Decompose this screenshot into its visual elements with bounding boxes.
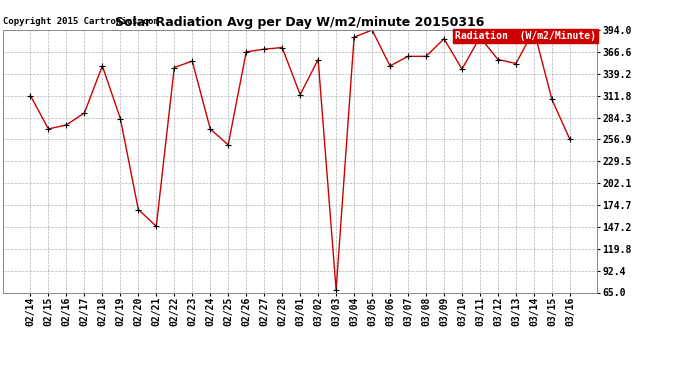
Text: Copyright 2015 Cartronics.com: Copyright 2015 Cartronics.com <box>3 17 159 26</box>
Title: Solar Radiation Avg per Day W/m2/minute 20150316: Solar Radiation Avg per Day W/m2/minute … <box>115 16 485 29</box>
Text: Radiation  (W/m2/Minute): Radiation (W/m2/Minute) <box>455 32 596 41</box>
